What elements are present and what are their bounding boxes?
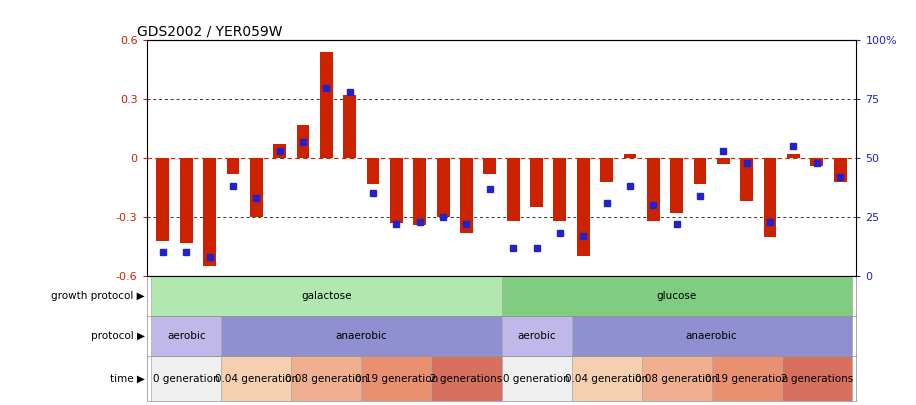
Text: aerobic: aerobic (167, 331, 205, 341)
Bar (437, 158, 450, 217)
Text: growth protocol ▶: growth protocol ▶ (51, 291, 145, 301)
Bar (297, 125, 310, 158)
Text: 0 generation: 0 generation (503, 374, 570, 384)
Bar (787, 154, 800, 158)
Bar (671, 158, 683, 213)
Bar (291, 356, 362, 401)
Bar (717, 158, 730, 164)
Text: anaerobic: anaerobic (335, 331, 387, 341)
Bar (624, 154, 637, 158)
Bar (151, 316, 222, 356)
Bar (577, 158, 590, 256)
Bar (273, 145, 286, 158)
Bar (712, 356, 781, 401)
Bar (740, 158, 753, 201)
Text: 2 generations: 2 generations (431, 374, 503, 384)
Bar (693, 158, 706, 184)
Bar (157, 158, 169, 241)
Text: 0.19 generation: 0.19 generation (354, 374, 438, 384)
Bar (572, 356, 641, 401)
Bar (226, 158, 239, 174)
Bar (507, 158, 519, 221)
Bar (413, 158, 426, 225)
Text: anaerobic: anaerobic (686, 331, 737, 341)
Bar (344, 96, 356, 158)
Bar (222, 316, 502, 356)
Text: GDS2002 / YER059W: GDS2002 / YER059W (137, 24, 283, 38)
Text: 0.08 generation: 0.08 generation (285, 374, 368, 384)
Bar (600, 158, 613, 182)
Bar (390, 158, 403, 223)
Text: time ▶: time ▶ (110, 374, 145, 384)
Bar (320, 52, 333, 158)
Bar (484, 158, 496, 174)
Text: 0.04 generation: 0.04 generation (565, 374, 649, 384)
Bar (502, 356, 572, 401)
Text: glucose: glucose (657, 291, 697, 301)
Bar (362, 356, 431, 401)
Text: aerobic: aerobic (518, 331, 556, 341)
Bar (781, 356, 852, 401)
Bar (250, 158, 263, 217)
Bar (431, 356, 502, 401)
Bar (641, 356, 712, 401)
Text: 0.04 generation: 0.04 generation (214, 374, 298, 384)
Bar (222, 356, 291, 401)
Bar (530, 158, 543, 207)
Text: protocol ▶: protocol ▶ (91, 331, 145, 341)
Bar (764, 158, 777, 237)
Bar (203, 158, 216, 266)
Bar (151, 356, 222, 401)
Text: 0 generation: 0 generation (153, 374, 220, 384)
Text: 2 generations: 2 generations (780, 374, 853, 384)
Bar (460, 158, 473, 233)
Text: galactose: galactose (301, 291, 352, 301)
Bar (553, 158, 566, 221)
Bar (647, 158, 660, 221)
Bar (180, 158, 192, 243)
Bar (151, 276, 502, 316)
Bar (834, 158, 846, 182)
Bar (572, 316, 852, 356)
Text: 0.08 generation: 0.08 generation (635, 374, 718, 384)
Bar (366, 158, 379, 184)
Bar (811, 158, 823, 166)
Text: 0.19 generation: 0.19 generation (705, 374, 789, 384)
Bar (502, 276, 852, 316)
Bar (502, 316, 572, 356)
